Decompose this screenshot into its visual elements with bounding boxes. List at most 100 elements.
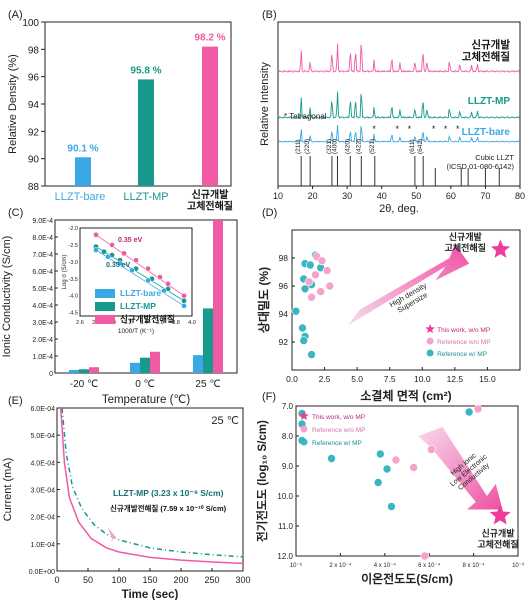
reference-name-b-line: Cubic LLZT — [475, 153, 514, 162]
plot-frame-d — [291, 229, 521, 371]
inset-x-tick-label-c: 3.2 — [124, 320, 132, 326]
y-tick-label-f: 10.0 — [277, 492, 293, 501]
x-tick-label-e: 300 — [235, 575, 250, 585]
inset-fit-line-c — [95, 249, 185, 307]
star-label-f-line: 신규개발 — [481, 528, 515, 539]
x-tick-label-f: 8 x 10⁻⁴ — [463, 562, 486, 569]
x-tick-label-f: 10⁻⁶ — [290, 562, 303, 569]
point-ref-wo-mp-d — [316, 287, 325, 296]
current-curve-e — [59, 407, 244, 565]
bar-c — [89, 367, 99, 373]
x-category-a: LLZT-bare — [55, 191, 106, 203]
inset-x-tick-label-c: 3.4 — [140, 320, 148, 326]
point-ref-wo-mp-f — [391, 455, 401, 465]
reference-hkl-b: (422) — [355, 139, 362, 154]
data-label-a: 95.8 % — [130, 65, 161, 76]
y-tick-label-c: 5.0E-4 — [32, 286, 53, 293]
xrd-pattern-b — [277, 43, 521, 73]
data-label-a: 98.2 % — [194, 33, 225, 44]
legend-label-f: Reference w/ MP — [312, 440, 362, 447]
inset-y-tick-label-c: -3.5 — [69, 277, 78, 283]
panel-label-e: (E) — [8, 395, 23, 407]
x-tick-label-d: 0.0 — [286, 374, 298, 384]
bar-c — [193, 355, 203, 373]
point-ref-w-mp-f — [327, 454, 336, 463]
inset-y-tick-label-c: -4.0 — [69, 294, 78, 300]
x-axis-title-d: 소결체 면적 (cm²) — [360, 388, 451, 403]
inset-point-c — [161, 287, 167, 294]
legend-swatch-c — [95, 302, 115, 311]
series-label-b-line: 고체전해질 — [462, 50, 510, 63]
inset-x-tick-label-c: 2.6 — [76, 320, 84, 326]
bar-a — [202, 46, 218, 186]
reference-hkl-b: (211) — [295, 139, 302, 154]
series-label-b: LLZT-MP — [468, 96, 511, 107]
panel-label-a: (A) — [8, 9, 23, 21]
inset-y-tick-label-c: -4.5 — [69, 311, 78, 317]
y-tick-label-f: 7.0 — [282, 402, 294, 411]
x-tick-label-f: 2 x 10⁻⁴ — [329, 562, 352, 569]
inset-point-c — [117, 260, 123, 267]
y-tick-label-c: 6.0E-4 — [32, 269, 53, 276]
x-tick-label-b: 60 — [446, 191, 456, 201]
star-label-d-line: 신규개발 — [449, 231, 483, 242]
reference-hkl-b: (611) — [409, 139, 416, 154]
x-axis-title-e: Time (sec) — [122, 589, 179, 600]
inset-point-c — [93, 247, 99, 253]
point-ref-w-mp-d — [300, 284, 310, 294]
y-tick-label-c: 9.0E-4 — [32, 218, 53, 225]
inset-point-c — [93, 231, 99, 238]
point-ref-wo-mp-f — [409, 463, 418, 472]
legend-label-d: This work, w/o MP — [437, 327, 490, 334]
y-tick-label-a: 98 — [28, 45, 40, 56]
point-ref-wo-mp-d — [322, 266, 332, 275]
point-ref-wo-mp-d — [317, 256, 327, 266]
y-tick-label-a: 100 — [22, 18, 39, 29]
data-label-a: 90.1 % — [67, 143, 98, 154]
inset-point-c — [133, 257, 139, 264]
y-axis-title-f: 전기전도도 (log₁₀ S/cm) — [255, 420, 269, 542]
series-label-b: 신규개발 고체전해질 — [462, 38, 511, 63]
x-category-c: -20 ℃ — [70, 379, 98, 390]
inset-x-tick-label-c: 3.8 — [172, 320, 180, 326]
point-ref-w-mp-f — [387, 502, 396, 511]
point-ref-w-mp-f — [464, 407, 474, 417]
inset-x-tick-label-c: 3.6 — [156, 320, 164, 326]
inset-point-c — [157, 274, 163, 280]
legend-label-c: 신규개발전해질 — [120, 314, 175, 324]
tetragonal-marker-b: * — [456, 124, 460, 134]
inset-point-c — [101, 248, 107, 255]
y-tick-label-c: 2.0E-4 — [32, 337, 53, 344]
reference-hkl-b: (521) — [369, 139, 376, 154]
curve-label-e: LLZT-MP (3.23 x 10⁻⁹ S/cm) — [113, 488, 224, 498]
tetragonal-marker-b: * — [372, 124, 376, 134]
inset-point-c — [109, 242, 115, 248]
point-ref-wo-mp-f — [473, 404, 483, 414]
tetragonal-marker-b: * — [432, 124, 436, 134]
x-tick-label-d: 10.0 — [414, 374, 431, 384]
y-tick-label-d: 92 — [279, 337, 289, 347]
y-tick-label-e: 5.0E-04 — [30, 433, 55, 440]
y-tick-label-f: 11.0 — [278, 522, 294, 531]
x-tick-label-d: 2.5 — [319, 374, 331, 384]
x-tick-label-e: 200 — [173, 575, 188, 585]
bar-c — [203, 308, 213, 373]
y-tick-label-c: 4.0E-4 — [32, 303, 53, 310]
legend-star-d — [425, 324, 435, 333]
y-tick-label-d: 94 — [279, 309, 289, 319]
point-this-work-f — [489, 504, 511, 525]
reference-hkl-b: (642) — [417, 139, 424, 154]
y-tick-label-e: 4.0E-04 — [30, 460, 55, 467]
point-ref-wo-mp-f — [420, 551, 430, 561]
inset-point-c — [145, 265, 151, 272]
x-tick-label-b: 50 — [411, 191, 421, 201]
point-ref-wo-mp-d — [307, 292, 316, 302]
x-category-a-line: 신규개발 — [192, 188, 230, 201]
inset-frame-c — [79, 227, 193, 317]
tetragonal-marker-b: * — [396, 124, 400, 134]
current-curve-e — [61, 407, 244, 558]
point-ref-w-mp-d — [291, 306, 301, 316]
pointer-arrow-e — [107, 527, 116, 542]
x-tick-label-b: 10 — [273, 191, 283, 201]
reference-name-b-line: (ICSD 01-080-6142) — [446, 162, 514, 171]
